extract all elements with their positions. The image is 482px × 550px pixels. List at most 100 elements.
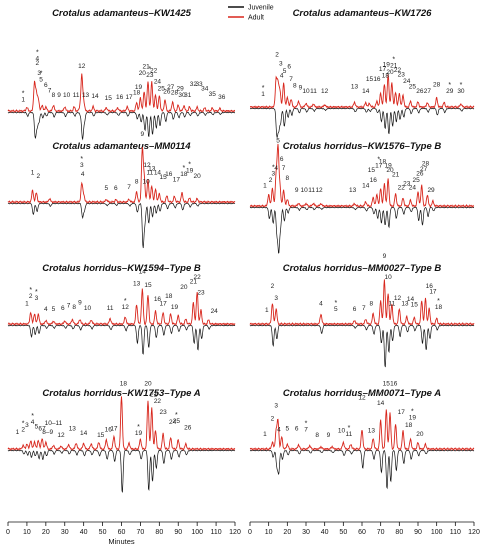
peak-label: 19 xyxy=(409,415,417,422)
peak-label: 21 xyxy=(392,172,400,179)
peak-label: 6 xyxy=(38,426,42,433)
peak-label: 17 xyxy=(110,426,118,433)
peak-label: 20 xyxy=(386,167,394,174)
x-tick-label: 120 xyxy=(468,529,480,536)
peak-star-marker: * xyxy=(22,90,25,97)
legend: Juvenile Adult xyxy=(228,5,274,22)
peak-label: 12 xyxy=(394,295,402,302)
peak-label: 13 xyxy=(351,84,359,91)
peak-label: 28 xyxy=(171,90,179,97)
peak-label: 5 xyxy=(35,423,39,430)
peak-label: 16 xyxy=(105,427,113,434)
peak-star-marker: * xyxy=(392,57,395,64)
juvenile-trace xyxy=(249,324,475,368)
x-tick-label: 20 xyxy=(42,529,50,536)
panel-title: Crotalus adamanteus–KW1726 xyxy=(293,8,433,19)
peak-label: 6 xyxy=(44,82,48,89)
peak-label: 11 xyxy=(73,92,80,99)
panel-title: Crotalus horridus–KW1594–Type B xyxy=(42,263,201,274)
peak-label: 23 xyxy=(146,72,154,79)
peak-label: 17 xyxy=(375,163,383,170)
peak-label: 3 xyxy=(25,422,29,429)
peak-label: 4 xyxy=(31,419,35,426)
peak-label: 2 xyxy=(271,416,275,423)
peak-label: 1 xyxy=(21,96,25,103)
peak-label: 16 xyxy=(116,94,124,101)
peak-label: 7 xyxy=(42,426,46,433)
peak-label: 7 xyxy=(48,88,52,95)
peak-label: 29 xyxy=(427,187,435,194)
peak-label: 25 xyxy=(409,84,417,91)
peak-star-marker: * xyxy=(437,298,440,305)
x-tick-label: 40 xyxy=(80,529,88,536)
peak-label: 6 xyxy=(61,305,65,312)
peak-label: 24 xyxy=(154,79,162,86)
legend-label: Juvenile xyxy=(248,5,274,12)
peak-star-marker: * xyxy=(36,50,39,57)
peak-label: 4 xyxy=(81,171,85,178)
peak-label: 10 xyxy=(142,179,150,186)
peak-label: 8 xyxy=(286,175,290,182)
peak-label: 19 xyxy=(135,430,143,437)
peak-star-marker: * xyxy=(334,300,337,307)
peak-label: 36 xyxy=(218,94,226,101)
x-tick-label: 70 xyxy=(377,529,385,536)
peak-star-marker: * xyxy=(305,421,308,428)
peak-label: 31 xyxy=(184,92,192,99)
peak-label: 4 xyxy=(36,56,40,63)
peak-label: 4 xyxy=(319,301,323,308)
peak-label: 19 xyxy=(186,168,194,175)
peak-label: 6 xyxy=(287,64,291,71)
x-tick-label: 20 xyxy=(283,529,291,536)
peak-label: 12 xyxy=(57,432,65,439)
peak-label: 5 xyxy=(334,306,338,313)
peak-label: 8 xyxy=(293,82,297,89)
peak-star-marker: * xyxy=(22,421,25,428)
peak-label: 10 xyxy=(84,305,92,312)
peak-label: 2 xyxy=(29,293,33,300)
peak-label: 20 xyxy=(144,380,152,387)
peak-label: 24 xyxy=(409,185,417,192)
chromatogram-panel: Crotalus horridus–KW1594–Type B12*3*4 5 6 7… xyxy=(7,263,236,355)
peak-label: 1 xyxy=(16,429,20,436)
peak-label: 3 xyxy=(274,402,278,409)
x-tick-label: 60 xyxy=(118,529,126,536)
chromatogram-panel: Crotalus horridus–KW1753–Type A1 2* 3 4*5 6 7… xyxy=(7,380,236,493)
x-tick-label: 0 xyxy=(6,529,10,536)
juvenile-trace xyxy=(7,202,236,249)
peak-label: 6 xyxy=(353,306,357,313)
peak-label: 24 xyxy=(211,308,219,315)
peak-label: 13 xyxy=(401,301,409,308)
peak-label: 4 xyxy=(277,427,281,434)
peak-label: 2 xyxy=(36,60,40,67)
peak-label: 3 xyxy=(37,70,41,77)
peak-label: 14 xyxy=(407,296,415,303)
peak-star-marker: * xyxy=(175,412,178,419)
peak-label: 21 xyxy=(390,63,398,70)
peak-label: 12 xyxy=(78,63,86,70)
x-tick-label: 90 xyxy=(414,529,422,536)
x-tick-label: 70 xyxy=(137,529,145,536)
adult-trace xyxy=(249,279,475,326)
x-tick-label: 60 xyxy=(358,529,366,536)
peak-star-marker: * xyxy=(29,287,32,294)
peak-star-marker: * xyxy=(188,162,191,169)
peak-label: 15 xyxy=(159,174,167,181)
peak-label: 3 xyxy=(272,170,276,177)
peak-label: 21 xyxy=(142,63,150,70)
peak-label: 7 xyxy=(67,303,71,310)
x-tick-label: 30 xyxy=(61,529,69,536)
peak-label: 4 xyxy=(274,165,278,172)
x-axis-title: Minutes xyxy=(108,537,135,546)
peak-label: 8 xyxy=(72,304,76,311)
peak-label: 12 xyxy=(122,304,130,311)
peak-label: 15 xyxy=(368,167,376,174)
peak-label: 2 xyxy=(21,427,25,434)
juvenile-trace xyxy=(7,111,236,141)
peak-label: 1 xyxy=(31,170,35,177)
